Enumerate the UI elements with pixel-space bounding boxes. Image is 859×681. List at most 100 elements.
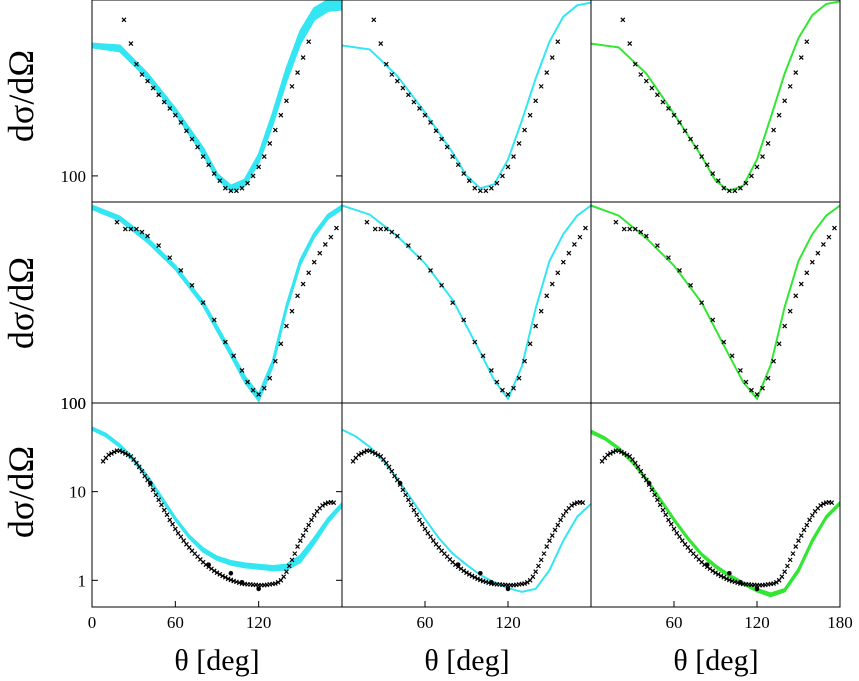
data-point	[616, 448, 622, 454]
data-point	[668, 521, 674, 527]
data-point	[726, 577, 732, 583]
data-point	[765, 375, 771, 381]
data-point	[635, 464, 641, 470]
data-point	[785, 563, 790, 569]
data-point	[660, 99, 666, 105]
data-point	[809, 512, 815, 518]
data-point	[765, 141, 771, 146]
x-tick-label: 0	[88, 613, 97, 632]
data-point	[222, 574, 228, 580]
data-point	[200, 300, 206, 306]
data-point	[286, 563, 292, 569]
data-point	[300, 533, 306, 538]
data-point	[306, 39, 312, 45]
data-point	[322, 242, 328, 247]
panel-r3c1: 1 10 100 0 60 120	[61, 394, 343, 632]
data-point	[211, 568, 217, 574]
data-marker	[455, 562, 461, 568]
data-marker	[148, 480, 153, 486]
data-point	[117, 448, 123, 454]
data-point	[211, 317, 217, 323]
data-marker	[704, 562, 710, 568]
data-point	[552, 527, 558, 533]
data-point	[145, 233, 150, 239]
data-point	[389, 468, 395, 474]
data-point	[428, 534, 433, 540]
data-point	[311, 512, 317, 518]
data-point	[754, 391, 760, 397]
data-point	[303, 527, 309, 533]
ylabel-row-1: dσ/dΩ	[1, 50, 41, 142]
data-point	[749, 387, 754, 393]
panel-r1c2	[341, 0, 592, 203]
data-marker	[397, 480, 403, 486]
data-point	[156, 497, 162, 503]
x-tick-label: 120	[246, 613, 272, 632]
data-marker	[754, 586, 760, 592]
panel-frame	[341, 402, 592, 608]
data-point	[555, 270, 561, 276]
data-point	[134, 460, 139, 466]
data-point	[256, 164, 262, 170]
data-point	[654, 92, 660, 98]
data-point	[195, 144, 200, 150]
data-point	[643, 233, 649, 239]
data-point	[571, 242, 577, 247]
data-point	[278, 112, 284, 118]
data-point	[122, 450, 128, 456]
data-point	[555, 522, 561, 528]
data-point	[671, 112, 677, 118]
panel-frame	[91, 201, 343, 404]
data-point	[666, 517, 671, 523]
data-point	[106, 452, 112, 458]
panel-frame	[91, 402, 343, 608]
xlabel-col-2: θ [deg]	[424, 644, 509, 677]
data-point	[776, 341, 782, 347]
data-point	[272, 581, 278, 586]
data-point	[125, 452, 131, 458]
data-point	[660, 507, 666, 513]
x-tick-label: 60	[167, 613, 184, 632]
data-point	[793, 293, 799, 299]
data-point	[239, 185, 245, 191]
data-point	[403, 492, 409, 498]
data-point	[666, 106, 671, 111]
data-point	[472, 185, 478, 191]
data-point	[538, 557, 544, 563]
data-point	[621, 226, 627, 232]
panel-frame	[341, 201, 592, 404]
data-point	[222, 339, 228, 345]
data-point	[549, 55, 555, 61]
x-tick-label: 180	[827, 613, 853, 632]
data-point	[715, 178, 721, 184]
data-point	[297, 538, 303, 544]
data-point	[649, 85, 655, 91]
data-point	[228, 188, 234, 194]
data-point	[217, 178, 223, 184]
x-tick-label: 60	[666, 613, 683, 632]
theory-band	[92, 426, 342, 572]
theory-curve	[591, 0, 840, 193]
data-point	[657, 502, 663, 508]
theory-band	[92, 0, 342, 193]
data-point	[170, 521, 175, 527]
data-point	[620, 17, 626, 23]
data-point	[145, 78, 150, 84]
data-point	[820, 242, 826, 247]
data-point	[804, 270, 810, 276]
data-point	[760, 154, 765, 159]
data-point	[267, 141, 273, 146]
y-tick-label: 100	[61, 394, 87, 413]
panel-r2c3	[590, 201, 841, 404]
data-marker	[738, 579, 743, 585]
data-point	[284, 323, 289, 329]
data-point	[272, 358, 278, 364]
data-point	[261, 385, 267, 391]
data-point	[782, 98, 788, 104]
data-point	[488, 185, 494, 191]
data-point	[178, 534, 184, 540]
data-point	[256, 391, 262, 397]
panel-frame	[341, 0, 592, 203]
y-tick-label: 1	[78, 571, 87, 590]
data-point	[428, 268, 433, 273]
